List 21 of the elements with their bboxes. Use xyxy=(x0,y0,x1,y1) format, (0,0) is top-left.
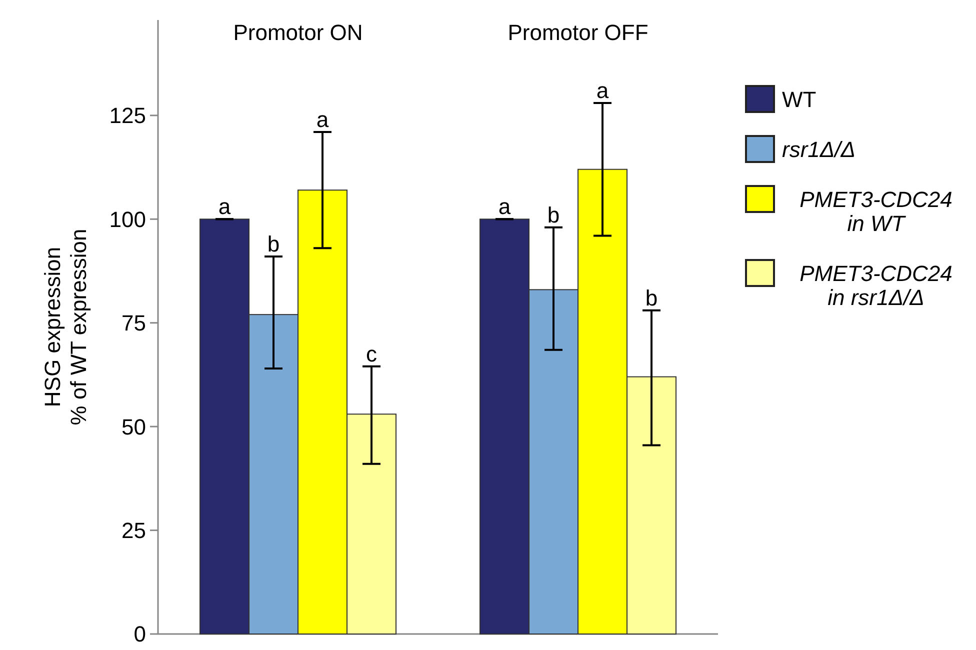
data-label: b xyxy=(547,202,560,228)
data-label: a xyxy=(498,194,512,220)
legend-label: PMET3-CDC24 in WT xyxy=(800,187,952,236)
y-tick-label: 125 xyxy=(109,103,146,128)
data-label: c xyxy=(366,341,377,366)
x-tick-label: Promotor ON xyxy=(233,20,363,45)
y-tick-label: 75 xyxy=(122,310,146,336)
y-tick-label: 0 xyxy=(134,622,146,647)
data-label: b xyxy=(645,285,658,310)
y-axis-title: HSG expression % of WT expression xyxy=(40,228,92,426)
data-label: a xyxy=(596,78,610,103)
legend-label: WT xyxy=(782,87,816,112)
data-label: a xyxy=(218,194,232,220)
legend-label: PMET3-CDC24 in rsr1Δ/Δ xyxy=(800,261,952,310)
y-tick-label: 25 xyxy=(122,518,146,543)
y-tick-label: 100 xyxy=(109,206,146,232)
data-label: b xyxy=(267,231,280,256)
x-tick-label: Promotor OFF xyxy=(508,20,648,45)
legend-label: rsr1Δ/Δ xyxy=(782,137,856,162)
y-tick-label: 50 xyxy=(122,414,146,440)
data-label: a xyxy=(316,107,330,132)
